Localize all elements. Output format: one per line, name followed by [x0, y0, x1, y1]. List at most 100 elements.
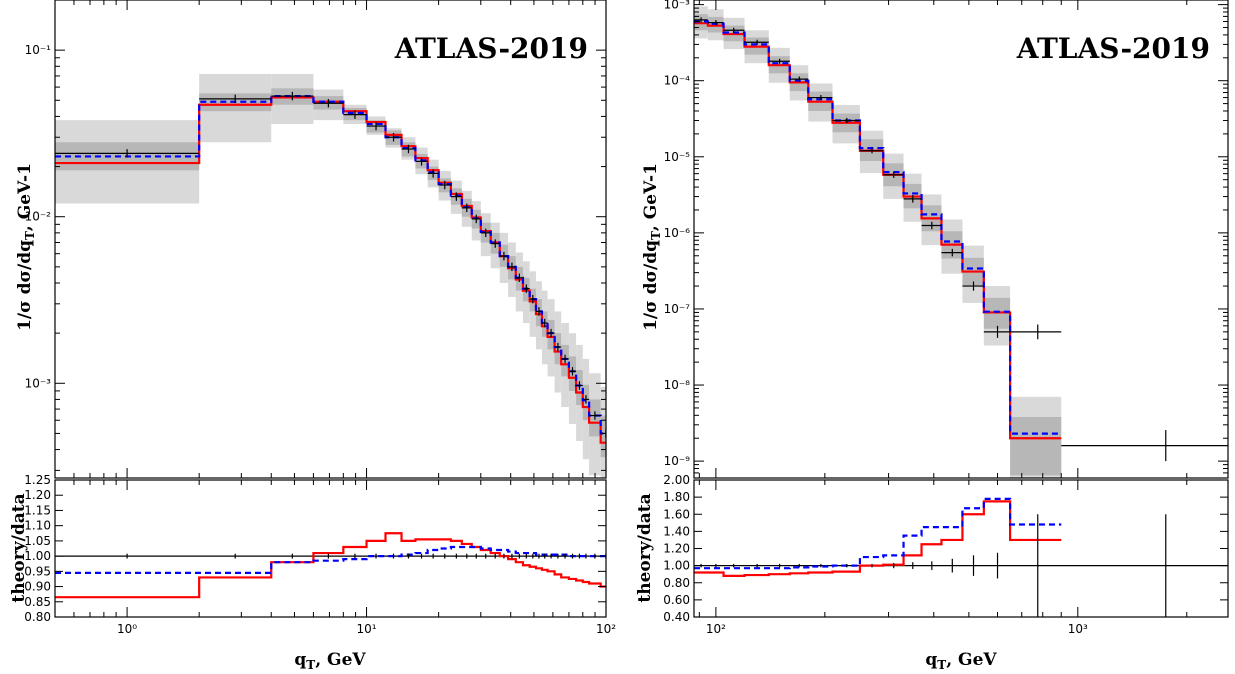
ratio-y-tick-label: 1.20: [663, 542, 690, 556]
data-point: [768, 58, 790, 64]
data-point: [343, 110, 367, 119]
data-point: [438, 180, 451, 190]
chart-title: ATLAS-2019: [394, 32, 588, 65]
ratio-y-tick-label: 1.10: [24, 519, 51, 533]
ratio-y-tick-label: 0.40: [663, 610, 690, 624]
data-point: [461, 203, 472, 213]
y-tick-label: 10⁻⁴: [664, 74, 691, 88]
y-tick-label: 10⁻³: [664, 0, 691, 12]
data-point: [366, 121, 386, 131]
band-inner-bin: [600, 415, 606, 458]
main-frame: [693, 0, 1229, 479]
y-tick-label: 10⁻³: [25, 376, 52, 390]
ratio-red-line: [694, 500, 1062, 577]
band-inner-bin: [1010, 417, 1062, 476]
data-point: [903, 195, 922, 203]
ratio-y-tick-label: 1.60: [663, 507, 690, 521]
data-point: [541, 318, 548, 328]
y-tick-label: 10⁻⁹: [664, 454, 691, 468]
theory-blue-line: [694, 20, 1062, 435]
ratio-blue-line: [694, 497, 1062, 570]
ratio-y-tick-label: 1.80: [663, 490, 690, 504]
ratio-y-tick-label: 0.80: [663, 576, 690, 590]
data-point: [401, 144, 416, 154]
data-point: [529, 294, 536, 304]
ratio-red-line: [55, 532, 606, 599]
data-point: [508, 262, 516, 272]
ratio-plot: [694, 497, 1228, 617]
data-point: [490, 239, 500, 248]
ratio-y-tick-label: 1.20: [24, 488, 51, 502]
data-point: [561, 354, 569, 364]
ratio-y-tick-label: 0.90: [24, 580, 51, 594]
ratio-plot: [55, 532, 606, 599]
data-point: [499, 251, 509, 261]
data-point: [568, 367, 577, 376]
data-point: [427, 169, 439, 178]
ratio-y-tick-label: 1.40: [663, 524, 690, 538]
data-point: [271, 91, 314, 101]
data-point: [921, 221, 942, 230]
data-point: [1010, 324, 1062, 340]
x-tick-label: 10⁰: [117, 622, 137, 636]
ratio-y-tick-label: 1.00: [24, 549, 51, 563]
data-point: [535, 307, 542, 316]
ratio-y-tick-label: 0.85: [24, 595, 51, 609]
y-tick-label: 10⁻⁷: [664, 302, 691, 316]
data-point: [941, 248, 963, 257]
chart-title: ATLAS-2019: [1016, 32, 1210, 65]
ratio-y-tick-label: 0.95: [24, 564, 51, 578]
ratio-y-tick-label: 1.15: [24, 503, 51, 517]
x-tick-label: 10²: [706, 622, 726, 636]
x-tick-label: 10³: [1068, 622, 1088, 636]
theory-red-line: [694, 22, 1062, 440]
data-point: [471, 214, 481, 224]
y-tick-label: 10⁻¹: [25, 43, 52, 57]
data-point: [744, 39, 769, 45]
ratio-frame: [54, 479, 607, 618]
ratio-y-axis-label: theory/data: [9, 493, 29, 602]
y-tick-label: 10⁻²: [25, 210, 52, 224]
data-point: [576, 381, 583, 390]
data-point: [1061, 430, 1228, 462]
data-point: [883, 171, 904, 178]
data-point: [983, 325, 1011, 338]
y-axis-label: 1/σ dσ/dqT, GeV-1: [15, 163, 37, 331]
ratio-frame: [693, 479, 1229, 618]
data-point: [313, 99, 344, 108]
data-point: [589, 411, 601, 420]
ratio-blue-line: [55, 545, 606, 574]
data-point: [723, 27, 745, 33]
data-point: [554, 342, 562, 352]
data-point: [199, 94, 272, 104]
data-point: [832, 117, 860, 124]
ratio-y-tick-label: 2.00: [663, 473, 690, 487]
y-tick-label: 10⁻⁸: [664, 378, 691, 392]
ratio-y-tick-label: 0.60: [663, 593, 690, 607]
ratio-y-tick-label: 1.00: [663, 559, 690, 573]
data-point: [808, 95, 833, 101]
data-point: [582, 395, 590, 404]
data-point: [859, 148, 884, 154]
data-point: [522, 284, 530, 293]
y-axis-label: 1/σ dσ/dqT, GeV-1: [641, 163, 663, 331]
ratio-y-tick-label: 1.05: [24, 534, 51, 548]
data-point: [547, 328, 555, 338]
data-point: [694, 17, 708, 23]
ratio-y-axis-label: theory/data: [635, 493, 655, 602]
data-point: [515, 273, 523, 282]
panel-2: 10² 10³ 10⁻⁹ 10⁻⁸ 10⁻⁷ 10⁻⁶ 10⁻⁵ 10⁻⁴ 10⁻³ 0.40 0.…: [635, 0, 1229, 672]
data-point: [55, 149, 200, 158]
main-plot: [55, 73, 606, 478]
x-axis-label: qT, GeV: [294, 650, 366, 672]
data-point: [450, 192, 462, 201]
x-tick-label: 10¹: [356, 622, 376, 636]
x-axis-label: qT, GeV: [925, 650, 997, 672]
y-tick-label: 10⁻⁶: [664, 226, 691, 240]
data-point: [415, 157, 428, 166]
data-point: [789, 76, 809, 82]
panel-1: 10⁰ 10¹ 10²10⁻³10⁻²10⁻¹0.800.850.900.951.0…: [9, 0, 616, 672]
x-tick-label: 10²: [596, 622, 616, 636]
data-point: [480, 228, 491, 238]
